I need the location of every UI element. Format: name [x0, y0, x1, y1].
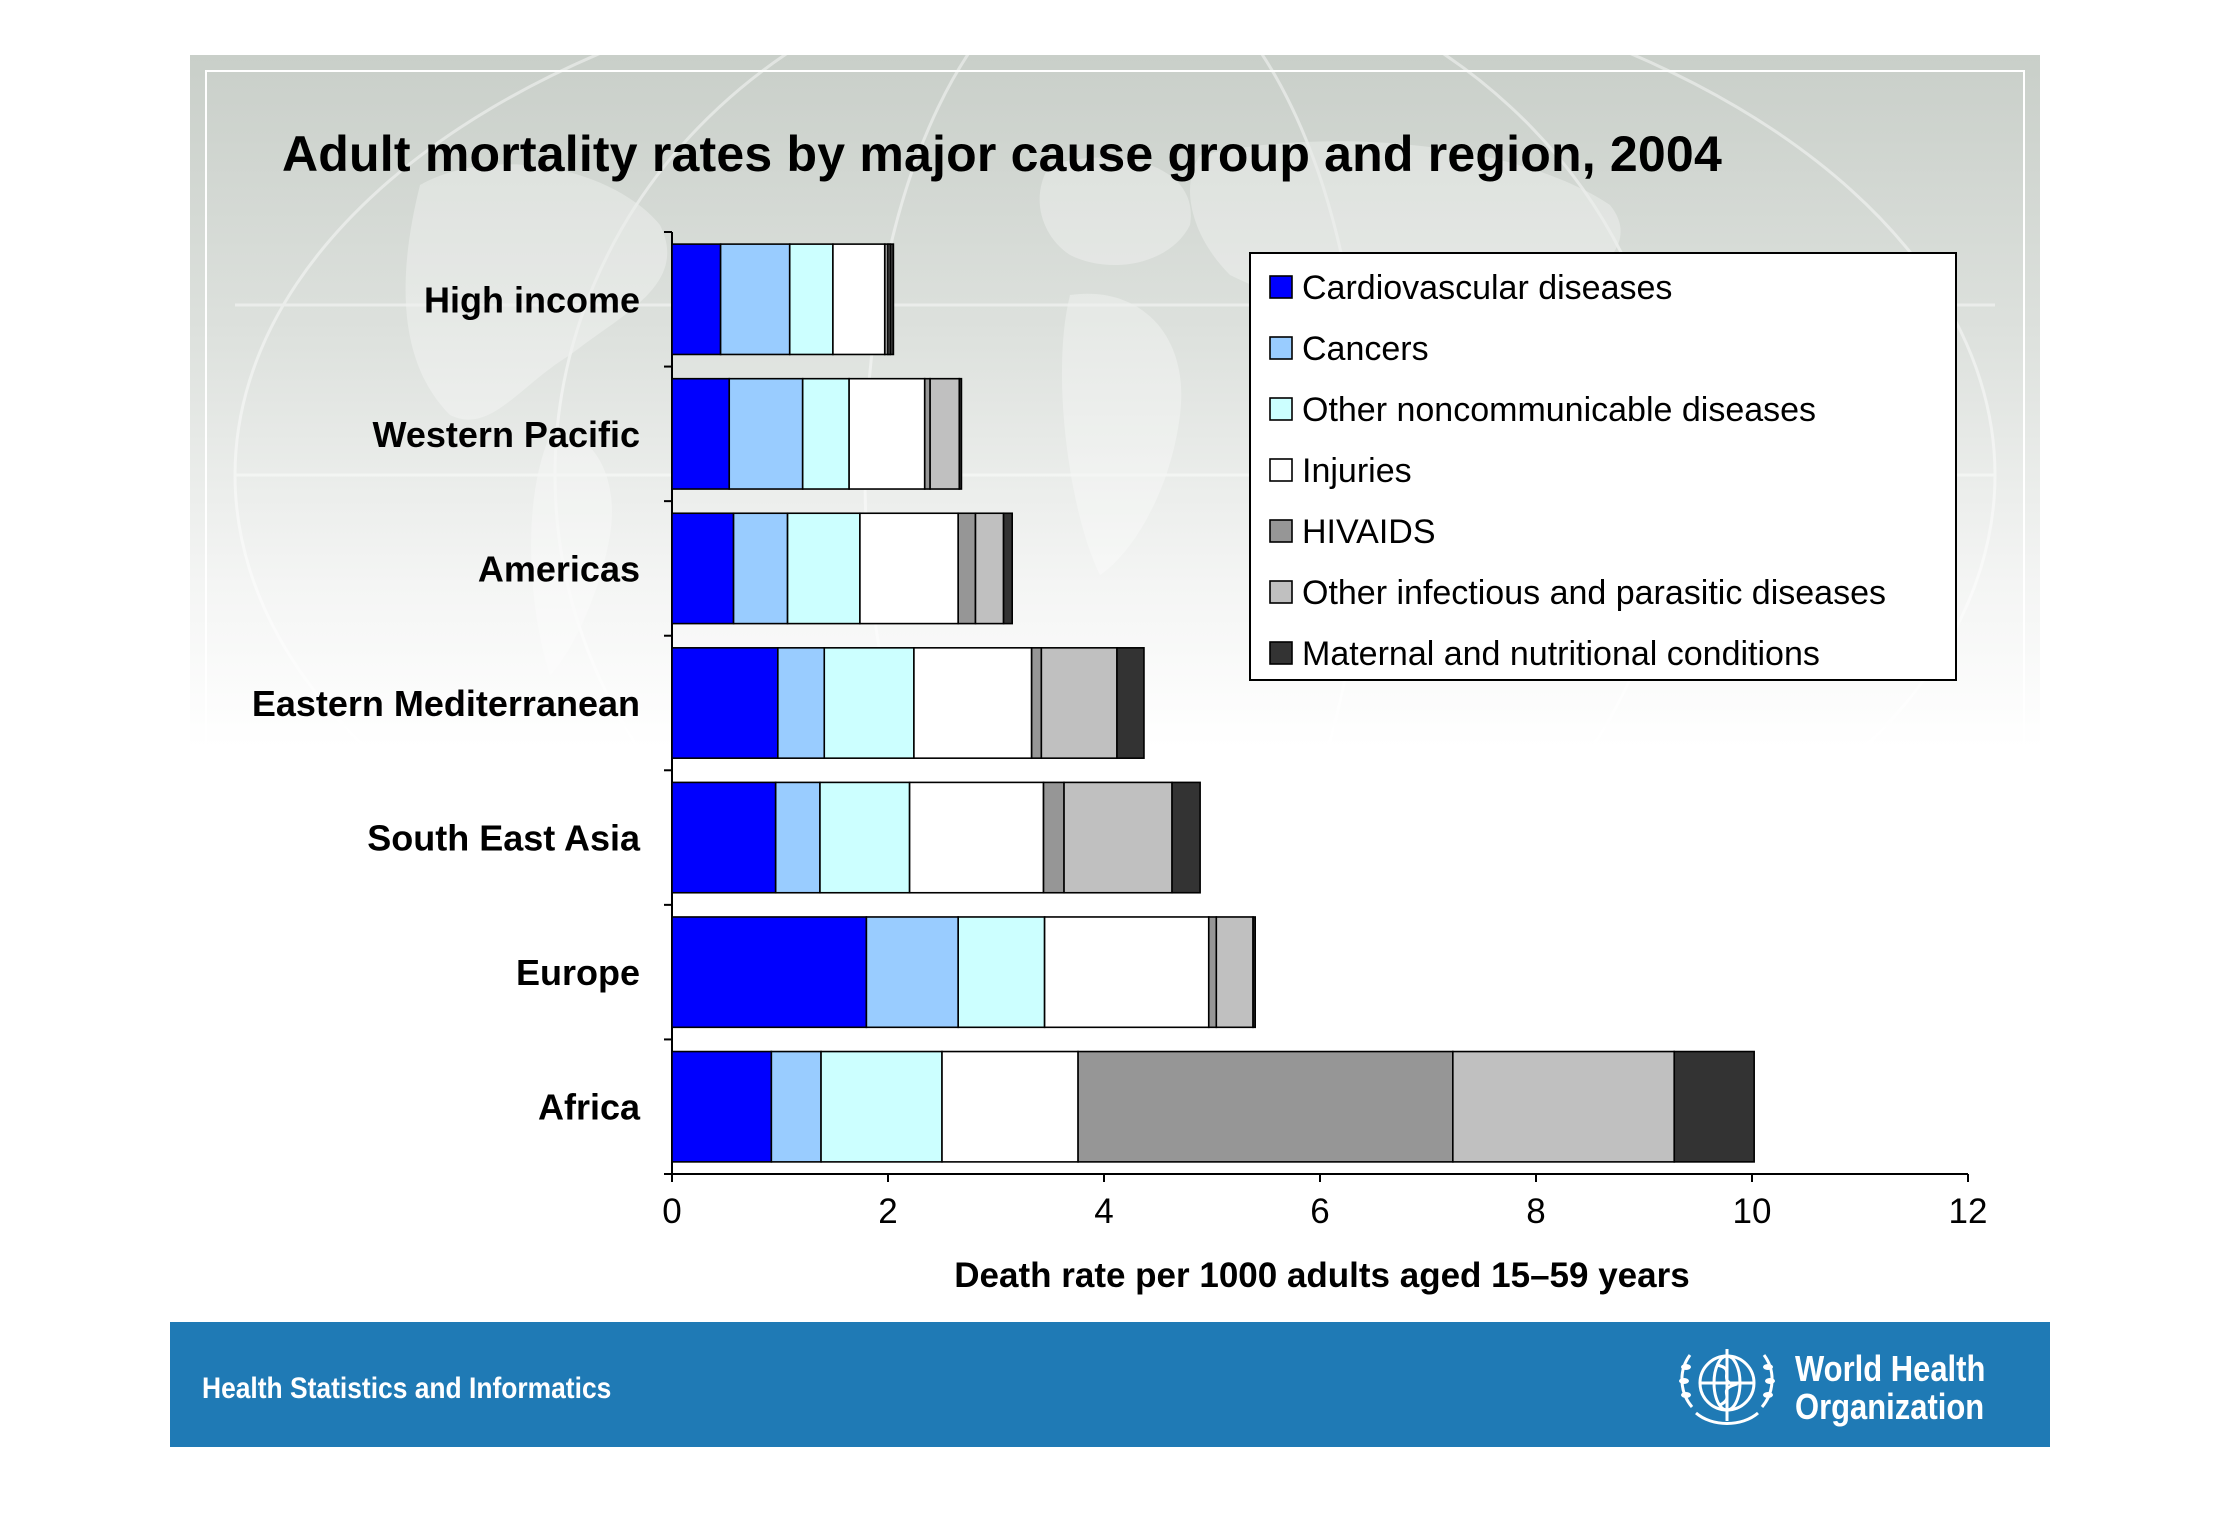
legend-swatch-cardiovascular-diseases — [1269, 275, 1293, 299]
chart-legend: Cardiovascular diseases Cancers Other nonc… — [1249, 252, 1957, 681]
category-label-south-east-asia: South East Asia — [367, 818, 641, 859]
bar-africa-hivaids — [1077, 1050, 1454, 1163]
bar-americas-cancers — [732, 512, 789, 625]
legend-swatch-cancers — [1269, 336, 1293, 360]
category-label-western-pacific: Western Pacific — [373, 414, 640, 455]
bar-south-east-asia-cancers — [774, 781, 821, 894]
bar-south-east-asia-other-noncommunicable-diseases — [819, 781, 911, 894]
legend-swatch-other-noncommunicable-diseases — [1269, 397, 1293, 421]
bar-high-income-other-noncommunicable-diseases — [788, 243, 834, 356]
x-axis-label: Death rate per 1000 adults aged 15–59 ye… — [954, 1256, 1689, 1295]
bar-western-pacific-other-infectious-and-parasitic-diseases — [929, 377, 961, 490]
bar-south-east-asia-cardiovascular-diseases — [671, 781, 777, 894]
legend-label-cancers: Cancers — [1302, 330, 1429, 368]
footer-department-text: Health Statistics and Informatics — [202, 1372, 612, 1405]
bar-south-east-asia-other-infectious-and-parasitic-diseases — [1063, 781, 1173, 894]
x-tick-label: 2 — [878, 1192, 897, 1231]
bar-americas-maternal-and-nutritional-conditions — [1002, 512, 1013, 625]
bar-western-pacific-other-noncommunicable-diseases — [801, 377, 850, 490]
legend-swatch-hivaids — [1269, 519, 1293, 543]
bar-south-east-asia-injuries — [908, 781, 1045, 894]
who-organization-name: World Health Organization — [1795, 1350, 1985, 1426]
bar-south-east-asia-hivaids — [1042, 781, 1065, 894]
legend-box — [1249, 252, 1957, 681]
bar-americas-other-noncommunicable-diseases — [786, 512, 861, 625]
legend-swatch-maternal-and-nutritional-conditions — [1269, 641, 1293, 665]
bar-americas-cardiovascular-diseases — [671, 512, 735, 625]
bar-africa-injuries — [941, 1050, 1079, 1163]
bar-high-income-injuries — [832, 243, 886, 356]
x-tick-label: 10 — [1733, 1192, 1772, 1231]
category-label-high-income: High income — [424, 279, 640, 320]
bar-eastern-mediterranean-injuries — [913, 647, 1033, 759]
org-name-line-2: Organization — [1795, 1386, 1985, 1427]
x-tick-label: 4 — [1094, 1192, 1113, 1231]
bar-western-pacific-hivaids — [923, 377, 931, 490]
bar-africa-maternal-and-nutritional-conditions — [1673, 1050, 1755, 1163]
category-label-europe: Europe — [516, 952, 640, 993]
bar-eastern-mediterranean-cancers — [777, 647, 826, 759]
x-tick-label: 8 — [1526, 1192, 1545, 1231]
bar-africa-cardiovascular-diseases — [671, 1050, 773, 1163]
bar-eastern-mediterranean-cardiovascular-diseases — [671, 647, 779, 759]
category-label-africa: Africa — [538, 1087, 641, 1128]
bar-americas-hivaids — [957, 512, 977, 625]
bar-europe-cancers — [865, 916, 960, 1029]
bar-americas-other-infectious-and-parasitic-diseases — [974, 512, 1005, 625]
page-title: Adult mortality rates by major cause gro… — [282, 126, 1722, 182]
bar-eastern-mediterranean-maternal-and-nutritional-conditions — [1116, 647, 1145, 759]
bar-western-pacific-maternal-and-nutritional-conditions — [958, 377, 963, 490]
bar-eastern-mediterranean-hivaids — [1030, 647, 1043, 759]
category-labels: High income Western Pacific Americas Easter… — [252, 279, 641, 1127]
bar-europe-injuries — [1043, 916, 1210, 1029]
legend-swatch-other-infectious-and-parasitic-diseases — [1269, 580, 1293, 604]
bar-europe-maternal-and-nutritional-conditions — [1252, 916, 1257, 1029]
bar-europe-cardiovascular-diseases — [671, 916, 868, 1029]
legend-swatch-injuries — [1269, 458, 1293, 482]
bar-americas-injuries — [859, 512, 959, 625]
bar-europe-other-infectious-and-parasitic-diseases — [1215, 916, 1254, 1029]
bar-africa-other-infectious-and-parasitic-diseases — [1452, 1050, 1676, 1163]
x-tick-label: 6 — [1310, 1192, 1329, 1231]
who-emblem-icon — [1679, 1349, 1775, 1425]
legend-label-hivaids: HIVAIDS — [1302, 513, 1436, 551]
x-tick-label: 0 — [662, 1192, 681, 1231]
bar-eastern-mediterranean-other-infectious-and-parasitic-diseases — [1040, 647, 1118, 759]
bar-western-pacific-injuries — [848, 377, 926, 490]
footer-bar: Health Statistics and Informatics World … — [170, 1322, 2050, 1447]
legend-label-maternal-and-nutritional-conditions: Maternal and nutritional conditions — [1302, 635, 1820, 673]
x-tick-labels: 0 2 4 6 8 10 12 — [662, 1192, 1987, 1231]
bar-high-income-cardiovascular-diseases — [671, 243, 722, 356]
legend-label-other-infectious-and-parasitic-diseases: Other infectious and parasitic diseases — [1302, 574, 1886, 612]
bar-europe-hivaids — [1207, 916, 1218, 1029]
x-tick-label: 12 — [1949, 1192, 1988, 1231]
chart-bars — [671, 243, 1755, 1163]
legend-label-cardiovascular-diseases: Cardiovascular diseases — [1302, 269, 1672, 307]
bar-south-east-asia-maternal-and-nutritional-conditions — [1171, 781, 1201, 894]
bar-western-pacific-cancers — [728, 377, 804, 490]
legend-label-other-noncommunicable-diseases: Other noncommunicable diseases — [1302, 391, 1816, 429]
category-label-eastern-mediterranean: Eastern Mediterranean — [252, 683, 640, 724]
bar-high-income-maternal-and-nutritional-conditions — [889, 243, 895, 356]
category-label-americas: Americas — [478, 548, 640, 589]
legend-label-injuries: Injuries — [1302, 452, 1412, 490]
bar-africa-cancers — [770, 1050, 822, 1163]
bar-europe-other-noncommunicable-diseases — [957, 916, 1046, 1029]
bar-eastern-mediterranean-other-noncommunicable-diseases — [823, 647, 915, 759]
org-name-line-1: World Health — [1795, 1348, 1986, 1389]
bar-high-income-cancers — [719, 243, 791, 356]
bar-africa-other-noncommunicable-diseases — [820, 1050, 943, 1163]
slide-border — [205, 70, 2025, 1315]
bar-western-pacific-cardiovascular-diseases — [671, 377, 731, 490]
